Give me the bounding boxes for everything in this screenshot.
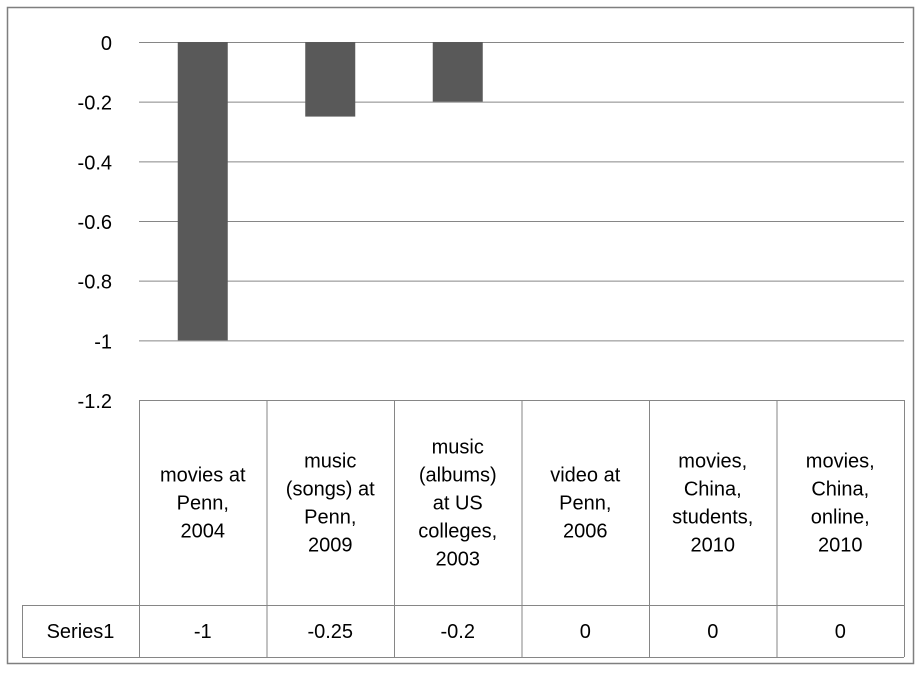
y-tick-label: -1.2 <box>78 391 112 413</box>
category-label: music (albums) at US colleges, 2003 <box>418 437 497 571</box>
data-table-value: -1 <box>194 621 212 643</box>
y-tick-label: 0 <box>101 33 112 55</box>
bar <box>432 42 483 102</box>
data-table-value: 0 <box>707 621 718 643</box>
category-label: movies at Penn, 2004 <box>160 465 246 543</box>
bar <box>177 42 228 341</box>
data-table-value: 0 <box>835 621 846 643</box>
category-label: music (songs) at Penn, 2009 <box>286 451 375 557</box>
y-tick-label: -0.4 <box>78 152 112 174</box>
data-table-value: -0.25 <box>307 621 353 643</box>
category-label: video at Penn, 2006 <box>550 465 620 543</box>
y-tick-label: -0.8 <box>78 272 112 294</box>
bar <box>305 42 356 117</box>
data-table-value: 0 <box>580 621 591 643</box>
data-table-value: -0.2 <box>441 621 475 643</box>
y-tick-label: -0.6 <box>78 212 112 234</box>
category-label: movies, China, online, 2010 <box>806 451 875 557</box>
y-tick-label: -0.2 <box>78 93 112 115</box>
series-row-label: Series1 <box>47 621 115 643</box>
chart-frame <box>6 6 915 665</box>
category-label: movies, China, students, 2010 <box>672 451 753 557</box>
y-tick-label: -1 <box>94 331 112 353</box>
